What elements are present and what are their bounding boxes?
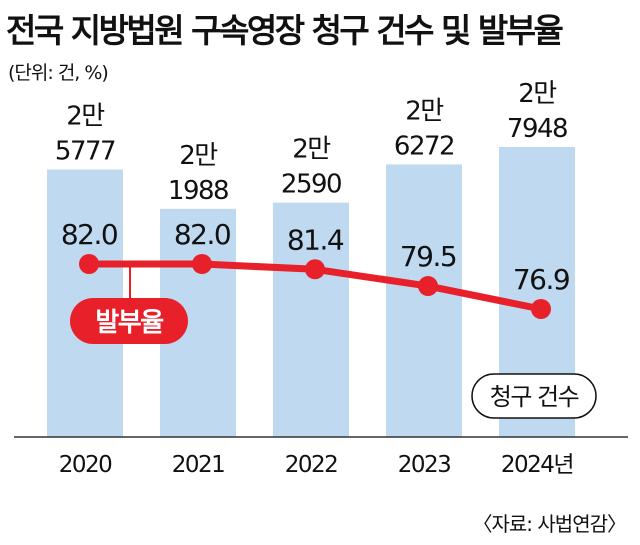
bar-value-label-top: 2만 bbox=[66, 102, 104, 132]
line-point bbox=[531, 299, 551, 319]
bar-2023 bbox=[386, 164, 462, 437]
line-point bbox=[79, 254, 99, 274]
bar-value-label-bottom: 5777 bbox=[55, 137, 115, 167]
line-series-tag: 발부율 bbox=[70, 264, 188, 344]
line-value-labels: 82.0 82.0 81.4 79.5 76.9 bbox=[61, 218, 571, 296]
x-tick-label: 2022 bbox=[285, 452, 338, 478]
x-tick-label: 2024년 bbox=[501, 452, 573, 478]
bar-value-label-bottom: 6272 bbox=[394, 131, 454, 161]
x-tick-label: 2021 bbox=[172, 452, 225, 478]
line-value-label: 82.0 bbox=[61, 218, 117, 251]
unit-note: (단위: 건, %) bbox=[8, 62, 109, 84]
chart-title: 전국 지방법원 구속영장 청구 건수 및 발부율 bbox=[6, 11, 564, 50]
line-value-label: 79.5 bbox=[400, 240, 456, 273]
bar-value-label-bottom: 7948 bbox=[507, 114, 567, 144]
x-tick-label: 2023 bbox=[398, 452, 451, 478]
line-series bbox=[79, 254, 551, 319]
line-point bbox=[192, 254, 212, 274]
line-point bbox=[418, 276, 438, 297]
line-value-label: 76.9 bbox=[513, 263, 569, 296]
line-value-label: 81.4 bbox=[287, 223, 344, 256]
bar-tag-label: 청구 건수 bbox=[490, 383, 579, 411]
line-value-label: 82.0 bbox=[174, 218, 230, 251]
line-tag-label: 발부율 bbox=[95, 308, 163, 338]
line-point bbox=[305, 259, 325, 280]
bar-value-label-top: 2만 bbox=[405, 96, 443, 126]
x-tick-labels: 2020 2021 2022 2023 2024년 bbox=[59, 452, 575, 478]
bar-value-label-top: 2만 bbox=[292, 135, 330, 165]
bar-value-label-bottom: 2590 bbox=[281, 170, 341, 200]
source-note: 〈자료: 사법연감〉 bbox=[472, 512, 627, 536]
bar-2022 bbox=[273, 202, 349, 437]
bar-tag-box bbox=[471, 373, 597, 419]
bar-value-label-bottom: 1988 bbox=[168, 176, 228, 206]
x-tick-label: 2020 bbox=[59, 452, 112, 478]
bar-value-labels: 2만 5777 2만 1988 2만 2590 2만 6272 2만 7948 bbox=[55, 79, 569, 206]
bar-series-tag: 청구 건수 bbox=[471, 373, 597, 419]
bar-value-label-top: 2만 bbox=[179, 141, 217, 171]
bar-value-label-top: 2만 bbox=[518, 79, 556, 109]
line-tag-box bbox=[70, 298, 188, 344]
